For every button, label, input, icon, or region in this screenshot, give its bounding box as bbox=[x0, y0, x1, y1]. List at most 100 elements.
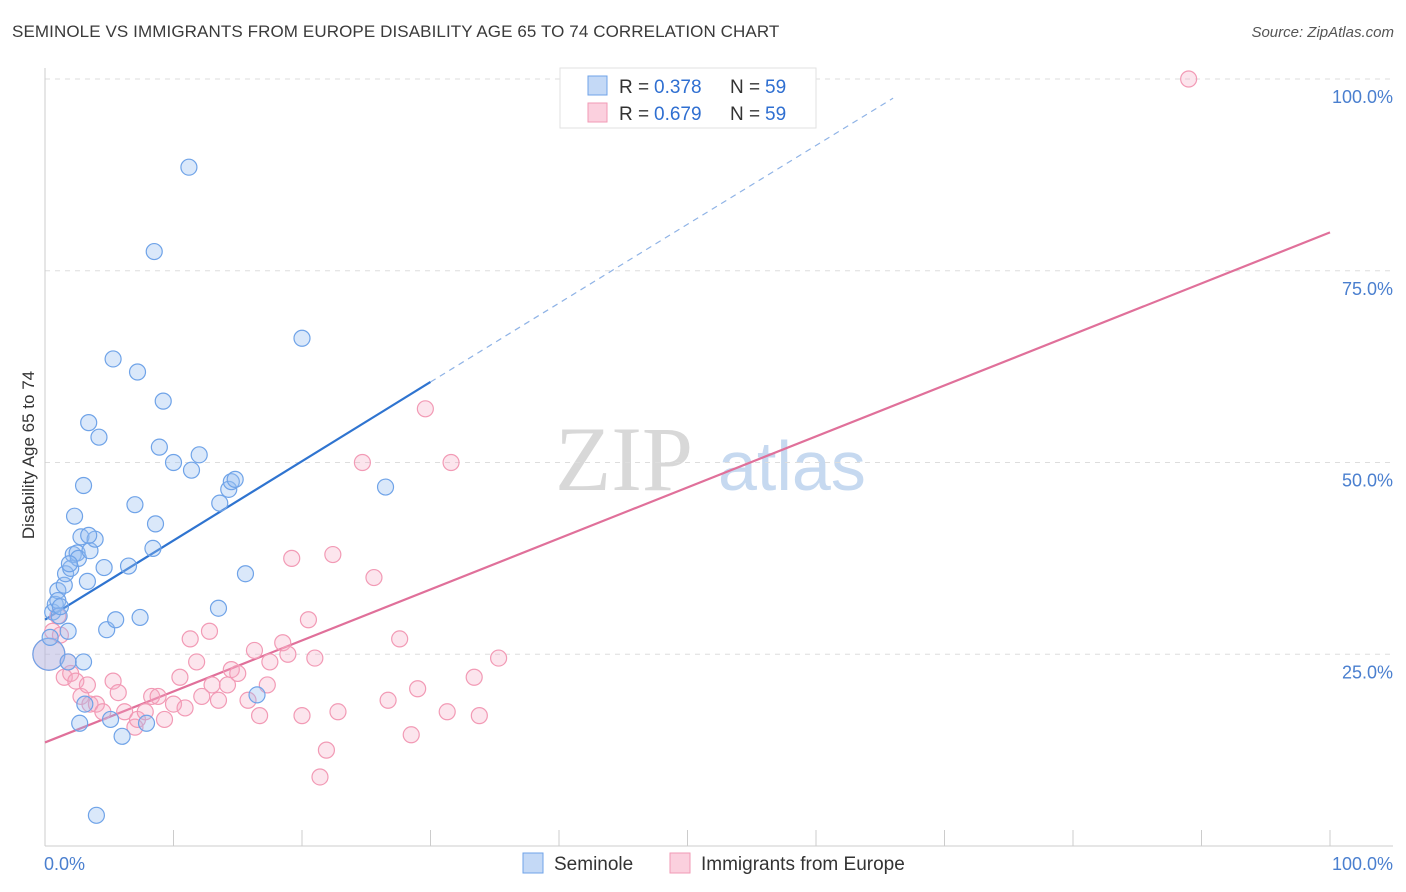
immigrants-point bbox=[365, 568, 383, 587]
legend-r-label-2: R = bbox=[619, 104, 649, 125]
immigrants-point bbox=[229, 664, 247, 683]
seminole-point bbox=[80, 414, 98, 432]
immigrants-point bbox=[283, 549, 301, 567]
immigrants-point bbox=[81, 695, 99, 713]
immigrants-point bbox=[438, 703, 456, 721]
immigrants-point bbox=[116, 703, 134, 721]
seminole-point bbox=[95, 558, 113, 577]
y-tick-label: 75.0% bbox=[1342, 279, 1393, 299]
legend: R = 0.378 N = 59 R = 0.679 N = 59 bbox=[559, 67, 817, 129]
seminole-point bbox=[180, 158, 198, 176]
seminole-point bbox=[128, 363, 147, 381]
immigrants-point bbox=[311, 768, 329, 786]
immigrants-point bbox=[306, 649, 324, 667]
immigrants-point bbox=[200, 622, 219, 640]
immigrants-point bbox=[1180, 70, 1198, 88]
seminole-point bbox=[137, 714, 156, 732]
immigrants-point bbox=[109, 683, 127, 702]
immigrants-point bbox=[353, 453, 371, 472]
x-tick-label-max: 100.0% bbox=[1332, 854, 1393, 874]
immigrants-point bbox=[245, 641, 264, 660]
bottom-legend-label-seminole: Seminole bbox=[554, 854, 633, 875]
legend-r-label-1: R = bbox=[619, 77, 649, 98]
seminole-trend-extension bbox=[430, 97, 894, 383]
immigrants-point bbox=[250, 707, 269, 725]
immigrants-point bbox=[171, 668, 189, 686]
legend-r-value-2: 0.679 bbox=[654, 104, 702, 125]
seminole-point bbox=[60, 555, 79, 573]
immigrants-point bbox=[149, 687, 167, 706]
data-points bbox=[32, 70, 1198, 824]
legend-n-label-1: N = bbox=[730, 77, 760, 98]
seminole-point bbox=[146, 515, 165, 533]
seminole-point bbox=[376, 478, 395, 496]
seminole-point bbox=[209, 599, 228, 617]
bottom-legend-label-immigrants: Immigrants from Europe bbox=[701, 854, 905, 875]
immigrants-point bbox=[379, 691, 397, 709]
axes bbox=[44, 68, 1393, 847]
immigrants-point bbox=[442, 453, 460, 472]
immigrants-point bbox=[261, 653, 279, 671]
seminole-point bbox=[190, 446, 208, 464]
immigrants-point bbox=[299, 611, 318, 629]
seminole-point bbox=[226, 470, 244, 488]
immigrants-point bbox=[465, 668, 483, 686]
immigrants-point bbox=[188, 653, 206, 671]
seminole-trend-line bbox=[44, 381, 432, 621]
seminole-point bbox=[71, 714, 89, 732]
seminole-point bbox=[113, 727, 131, 745]
seminole-point bbox=[145, 242, 163, 261]
seminole-point bbox=[101, 710, 120, 729]
immigrants-point bbox=[193, 687, 211, 706]
bottom-legend-swatch-immigrants bbox=[669, 852, 691, 874]
seminole-point bbox=[211, 494, 229, 512]
seminole-point bbox=[80, 526, 98, 544]
immigrants-point bbox=[391, 630, 409, 648]
immigrants-point bbox=[324, 545, 342, 564]
immigrants-point bbox=[203, 676, 221, 694]
legend-r-value-1: 0.378 bbox=[654, 77, 702, 98]
seminole-point bbox=[293, 329, 311, 347]
seminole-point bbox=[76, 695, 94, 713]
legend-n-value-1: 59 bbox=[765, 77, 786, 98]
seminole-point bbox=[59, 653, 77, 671]
seminole-point bbox=[78, 572, 97, 590]
seminole-point bbox=[51, 598, 70, 616]
seminole-point bbox=[65, 507, 84, 525]
seminole-point bbox=[154, 392, 172, 410]
immigrants-point bbox=[490, 649, 508, 667]
immigrants-point bbox=[78, 676, 97, 694]
immigrants-point bbox=[176, 699, 194, 717]
y-tick-label: 25.0% bbox=[1342, 662, 1393, 682]
seminole-point bbox=[90, 428, 108, 446]
bottom-legend-swatch-seminole bbox=[522, 852, 544, 874]
seminole-point bbox=[119, 557, 138, 575]
seminole-point bbox=[41, 628, 59, 646]
immigrants-point bbox=[329, 703, 347, 721]
y-tick-label: 50.0% bbox=[1342, 471, 1393, 491]
seminole-point bbox=[150, 438, 168, 456]
seminole-point bbox=[107, 611, 125, 629]
bottom-legend: Seminole Immigrants from Europe bbox=[522, 852, 905, 875]
seminole-point bbox=[164, 453, 183, 472]
immigrants-point bbox=[409, 680, 427, 698]
immigrants-point bbox=[209, 691, 228, 709]
immigrants-point bbox=[258, 676, 276, 694]
legend-n-label-2: N = bbox=[730, 104, 760, 125]
legend-swatch-seminole bbox=[587, 75, 608, 96]
seminole-point bbox=[126, 496, 144, 514]
immigrants-point bbox=[279, 645, 297, 663]
seminole-point bbox=[182, 461, 201, 479]
y-tick-label: 100.0% bbox=[1332, 87, 1393, 107]
seminole-point bbox=[74, 476, 93, 495]
immigrants-point bbox=[155, 710, 174, 729]
seminole-point bbox=[144, 539, 162, 558]
seminole-point bbox=[59, 622, 77, 640]
legend-swatch-immigrants bbox=[587, 102, 608, 123]
seminole-point bbox=[248, 686, 266, 704]
seminole-point bbox=[87, 806, 106, 824]
y-tick-labels: 25.0% 50.0% 75.0% 100.0% bbox=[1332, 87, 1393, 682]
x-tick-label-min: 0.0% bbox=[44, 854, 85, 874]
x-tick-labels: 0.0% 100.0% bbox=[44, 854, 1393, 874]
